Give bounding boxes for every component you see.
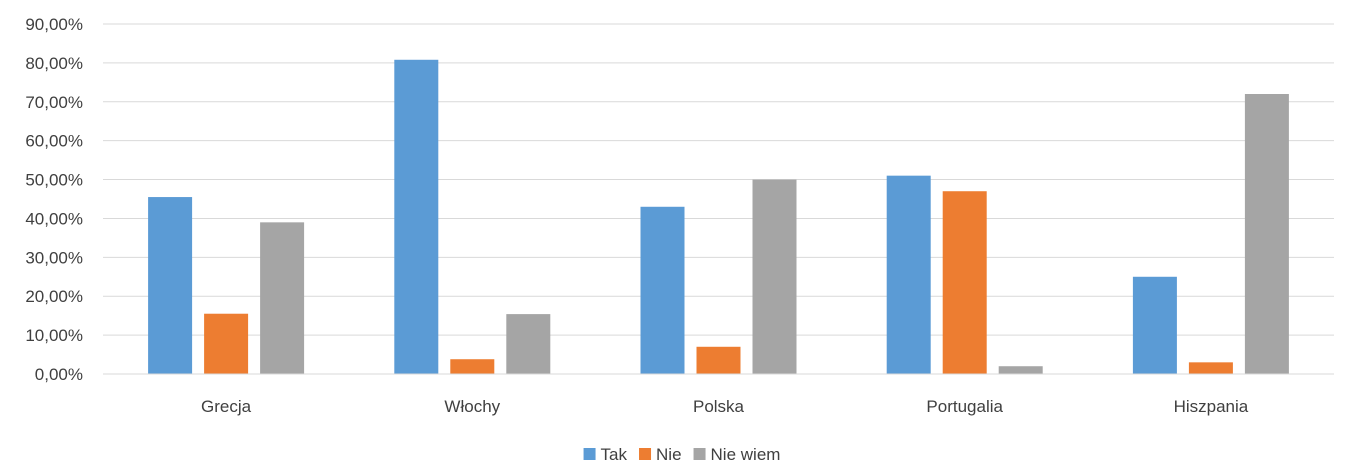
x-category-label: Grecja: [201, 397, 252, 416]
y-tick-label: 40,00%: [25, 209, 83, 228]
x-category-label: Hiszpania: [1174, 397, 1249, 416]
y-tick-label: 20,00%: [25, 287, 83, 306]
bar-nie-grecja: [204, 313, 249, 374]
bar-nie-wiem-grecja: [260, 222, 305, 374]
bar-tak-polska: [640, 206, 685, 374]
y-tick-label: 0,00%: [35, 365, 83, 384]
bar-tak-grecja: [148, 197, 193, 374]
y-tick-label: 50,00%: [25, 171, 83, 190]
y-tick-label: 10,00%: [25, 326, 83, 345]
legend-swatch-nie-wiem: [693, 448, 706, 460]
bars: [148, 59, 1289, 375]
bar-nie-wiem-portugalia: [998, 366, 1043, 374]
x-category-label: Polska: [693, 397, 745, 416]
legend-swatch-nie: [639, 448, 652, 460]
legend-label-nie-wiem: Nie wiem: [711, 445, 781, 464]
bar-tak-włochy: [394, 59, 439, 375]
bar-nie-hiszpania: [1188, 362, 1233, 374]
y-axis-tick-labels: 0,00% 10,00% 20,00% 30,00% 40,00% 50,00% 60,00…: [25, 15, 83, 384]
x-category-label: Portugalia: [926, 397, 1003, 416]
bar-nie-wiem-hiszpania: [1244, 94, 1289, 374]
y-tick-label: 30,00%: [25, 248, 83, 267]
bar-nie-włochy: [450, 359, 495, 374]
bar-nie-portugalia: [942, 191, 987, 374]
x-axis-category-labels: Grecja Włochy Polska Portugalia Hiszpania: [201, 397, 1249, 416]
y-tick-label: 80,00%: [25, 54, 83, 73]
bar-tak-hiszpania: [1132, 276, 1177, 374]
bar-nie-wiem-włochy: [506, 314, 551, 374]
y-tick-label: 70,00%: [25, 93, 83, 112]
y-tick-label: 90,00%: [25, 15, 83, 34]
legend: Tak Nie Nie wiem: [583, 445, 781, 464]
y-tick-label: 60,00%: [25, 132, 83, 151]
x-category-label: Włochy: [444, 397, 500, 416]
bar-nie-wiem-polska: [752, 179, 797, 374]
legend-label-nie: Nie: [656, 445, 682, 464]
gridlines: [103, 23, 1334, 336]
bar-tak-portugalia: [886, 175, 931, 374]
legend-swatch-tak: [583, 448, 596, 460]
bar-nie-polska: [696, 346, 741, 374]
legend-label-tak: Tak: [601, 445, 628, 464]
